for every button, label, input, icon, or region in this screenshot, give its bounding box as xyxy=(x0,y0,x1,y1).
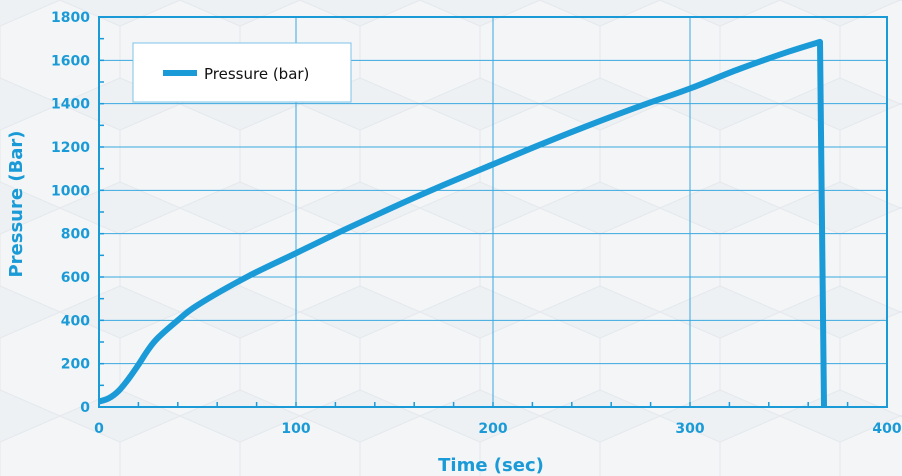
y-tick-label-2: 400 xyxy=(61,313,90,329)
series-line-0 xyxy=(97,38,827,408)
y-tick-label-7: 1400 xyxy=(51,97,90,113)
x-tick-label-3: 300 xyxy=(675,421,704,437)
y-axis-title: Pressure (Bar) xyxy=(6,130,27,277)
series-group xyxy=(97,38,827,408)
x-tick-label-4: 400 xyxy=(872,421,901,437)
legend: Pressure (bar) xyxy=(132,42,352,103)
y-tick-label-4: 800 xyxy=(61,227,90,243)
y-tick-label-8: 1600 xyxy=(51,53,90,69)
y-tick-label-3: 600 xyxy=(61,270,90,286)
y-tick-label-9: 1800 xyxy=(51,10,90,26)
y-tick-label-6: 1200 xyxy=(51,140,90,156)
legend-label: Pressure (bar) xyxy=(204,65,309,83)
y-axis-ticks: 0 200 400 600 800 1000 1200 1400 1600 1800 xyxy=(51,10,90,416)
x-tick-label-1: 100 xyxy=(281,421,310,437)
x-tick-label-0: 0 xyxy=(94,421,104,437)
x-axis-title: Time (sec) xyxy=(438,455,544,476)
legend-swatch xyxy=(163,70,197,76)
y-tick-label-1: 200 xyxy=(61,357,90,373)
minor-ticks xyxy=(98,16,888,408)
y-tick-label-5: 1000 xyxy=(51,183,90,199)
y-tick-label-0: 0 xyxy=(80,400,90,416)
x-tick-label-2: 200 xyxy=(478,421,507,437)
x-axis-ticks: 0 100 200 300 400 xyxy=(94,421,902,437)
